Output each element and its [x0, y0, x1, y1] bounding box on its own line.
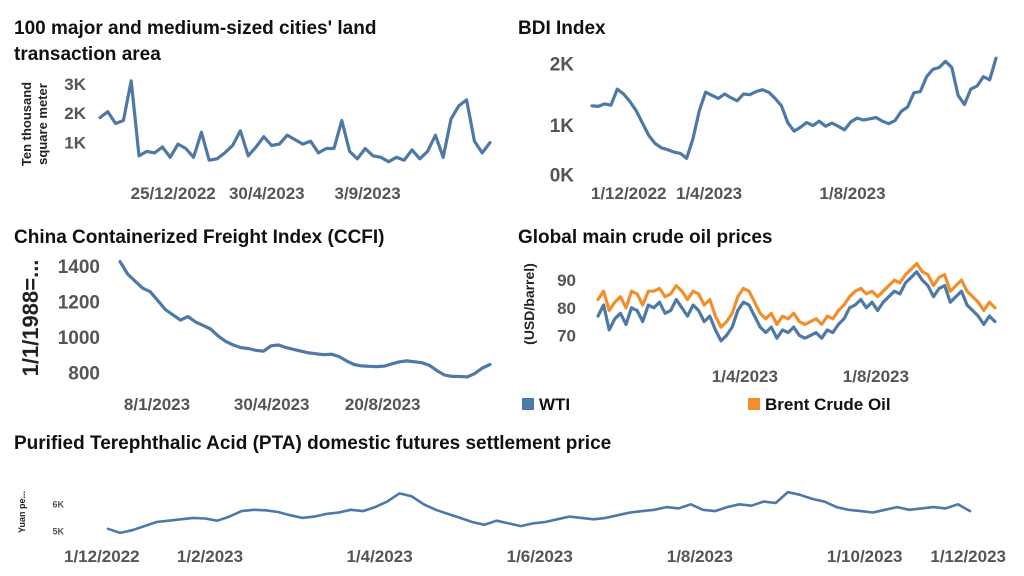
- bdi-title: BDI Index: [518, 18, 606, 39]
- pta-xtick-label: 1/10/2023: [827, 547, 903, 566]
- land-xtick-label: 3/9/2023: [335, 184, 401, 203]
- pta-xtick-label: 1/2/2023: [177, 547, 243, 566]
- land-ytick-label: 1K: [64, 134, 86, 153]
- ccfi-ytick-label: 1400: [58, 257, 100, 278]
- legend-brent-label: Brent Crude Oil: [765, 395, 891, 414]
- ccfi-xtick-label: 30/4/2023: [234, 395, 310, 414]
- ccfi-ytick-label: 1000: [58, 328, 100, 349]
- bdi-ytick-label: 2K: [550, 54, 575, 75]
- land-series-line: [98, 79, 492, 164]
- legend-wti-swatch: [522, 398, 534, 410]
- land-ylabel-line2: square meter: [35, 83, 50, 165]
- oil-xtick-label: 1/4/2023: [712, 367, 778, 386]
- bdi-xtick-label: 1/12/2022: [591, 184, 667, 203]
- land-xtick-label: 30/4/2023: [229, 184, 305, 203]
- bdi-xtick-label: 1/8/2023: [819, 184, 885, 203]
- oil-series-line-wti: [596, 270, 997, 343]
- land-xtick-label: 25/12/2022: [131, 184, 216, 203]
- bdi-ytick-label: 0K: [550, 166, 575, 187]
- ccfi-chart: 1400 1200 1000 800 8/1/2023 30/4/2023 20/8/202…: [58, 257, 492, 414]
- land-chart: 3K 2K 1K 25/12/2022 30/4/2023 3/9/2023: [64, 75, 492, 203]
- pta-series-line: [106, 490, 972, 535]
- ccfi-xtick-label: 8/1/2023: [124, 395, 190, 414]
- land-title-line1: 100 major and medium-sized cities' land: [14, 18, 376, 39]
- ccfi-series-line: [118, 259, 492, 379]
- pta-ylabel: Yuan pe...: [17, 491, 27, 533]
- ccfi-ytick-label: 800: [68, 363, 100, 384]
- pta-title: Purified Terephthalic Acid (PTA) domesti…: [14, 433, 611, 454]
- pta-chart: 6K 5K1/12/2022 1/2/2023 1/4/2023 1/6/2023 1/8…: [52, 490, 1006, 566]
- pta-xtick-label: 1/8/2023: [667, 547, 733, 566]
- legend-wti-label: WTI: [539, 395, 570, 414]
- pta-ytick-label: 6K: [52, 499, 64, 509]
- oil-title: Global main crude oil prices: [518, 227, 772, 248]
- oil-ylabel: (USD/barrel): [521, 263, 537, 345]
- oil-ytick-label: 70: [557, 326, 576, 345]
- oil-ytick-label: 90: [557, 271, 576, 290]
- pta-xtick-label: 1/4/2023: [346, 547, 412, 566]
- ccfi-ytick-label: 1200: [58, 292, 100, 313]
- land-ytick-label: 2K: [64, 104, 86, 123]
- pta-xtick-label: 1/12/2022: [64, 547, 140, 566]
- pta-xtick-label: 1/6/2023: [507, 547, 573, 566]
- land-ytick-label: 3K: [64, 75, 86, 94]
- plots-layer: 3K 2K 1K 25/12/2022 30/4/2023 3/9/2023 2K 1K 0K 1…: [52, 54, 1006, 566]
- oil-chart: 90 80 70 1/4/2023 1/8/2023: [557, 261, 997, 386]
- ccfi-xtick-label: 20/8/2023: [345, 395, 421, 414]
- land-title-line2: transaction area: [14, 44, 161, 65]
- oil-xtick-label: 1/8/2023: [843, 367, 909, 386]
- oil-series-line-brent: [596, 261, 997, 329]
- bdi-chart: 2K 1K 0K 1/12/2022 1/4/2023 1/8/2023: [550, 54, 998, 203]
- pta-ytick-label: 5K: [52, 527, 64, 537]
- legend-brent-swatch: [748, 398, 760, 410]
- bdi-xtick-label: 1/4/2023: [676, 184, 742, 203]
- pta-xtick-label: 1/12/2023: [930, 547, 1006, 566]
- oil-ytick-label: 80: [557, 299, 576, 318]
- ccfi-title: China Containerized Freight Index (CCFI): [14, 227, 385, 248]
- land-ylabel-line1: Ten thousand: [19, 82, 34, 166]
- ccfi-ylabel: 1/1/1988=...: [18, 260, 43, 377]
- bdi-series-line: [590, 56, 998, 160]
- bdi-ytick-label: 1K: [550, 116, 575, 137]
